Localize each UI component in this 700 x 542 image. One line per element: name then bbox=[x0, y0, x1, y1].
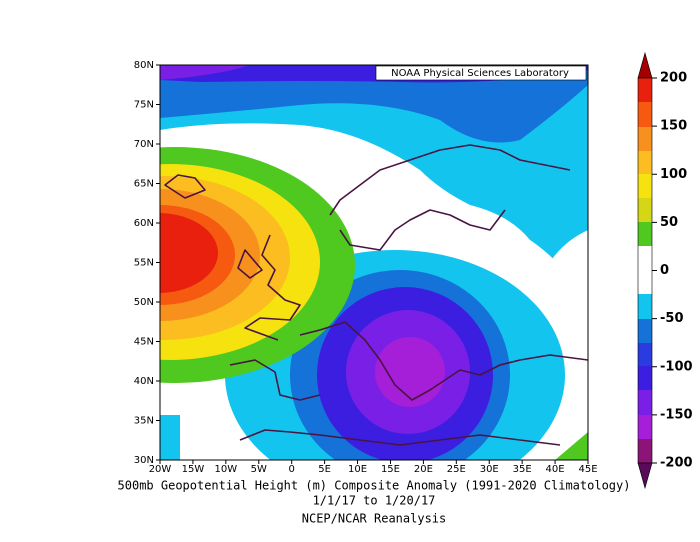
colorbar-label: 0 bbox=[660, 263, 669, 278]
colorbar-label: -200 bbox=[660, 456, 693, 471]
lat-label: 30N bbox=[134, 455, 154, 466]
lon-label: 10E bbox=[348, 464, 367, 475]
lon-label: 40E bbox=[546, 464, 565, 475]
lon-label: 25E bbox=[447, 464, 466, 475]
colorbar bbox=[637, 51, 653, 490]
lat-label: 70N bbox=[134, 139, 154, 150]
lat-label: 45N bbox=[134, 337, 154, 348]
lon-label: 20W bbox=[149, 464, 172, 475]
colorbar-label: -150 bbox=[660, 407, 693, 422]
lat-label: 55N bbox=[134, 258, 154, 269]
lon-label: 15W bbox=[182, 464, 205, 475]
colorbar-label: -100 bbox=[660, 359, 693, 374]
lat-label: 75N bbox=[134, 100, 154, 111]
anomaly-field bbox=[160, 65, 588, 460]
lat-label: 80N bbox=[134, 60, 154, 71]
lon-label: 15E bbox=[381, 464, 400, 475]
lat-label: 40N bbox=[134, 376, 154, 387]
colorbar-label: 200 bbox=[660, 71, 687, 86]
lon-label: 35E bbox=[513, 464, 532, 475]
lat-label: 65N bbox=[134, 179, 154, 190]
colorbar-label: 150 bbox=[660, 119, 687, 134]
caption: 1/1/17 to 1/20/17 bbox=[313, 494, 436, 508]
lat-label: 60N bbox=[134, 218, 154, 229]
lon-label: 20E bbox=[414, 464, 433, 475]
lat-label: 50N bbox=[134, 297, 154, 308]
lon-label: 0 bbox=[289, 464, 295, 475]
colorbar-label: -50 bbox=[660, 311, 684, 326]
colorbar-label: 100 bbox=[660, 167, 687, 182]
lat-label: 35N bbox=[134, 416, 154, 427]
caption: 500mb Geopotential Height (m) Composite … bbox=[118, 479, 631, 493]
credit-box bbox=[375, 65, 587, 81]
lon-label: 5W bbox=[251, 464, 267, 475]
lon-label: 45E bbox=[578, 464, 597, 475]
credit: NOAA Physical Sciences Laboratory bbox=[391, 68, 569, 79]
lon-label: 5E bbox=[318, 464, 331, 475]
lon-label: 30E bbox=[480, 464, 499, 475]
lon-label: 10W bbox=[215, 464, 238, 475]
caption: NCEP/NCAR Reanalysis bbox=[302, 512, 447, 526]
colorbar-label: 50 bbox=[660, 215, 678, 230]
